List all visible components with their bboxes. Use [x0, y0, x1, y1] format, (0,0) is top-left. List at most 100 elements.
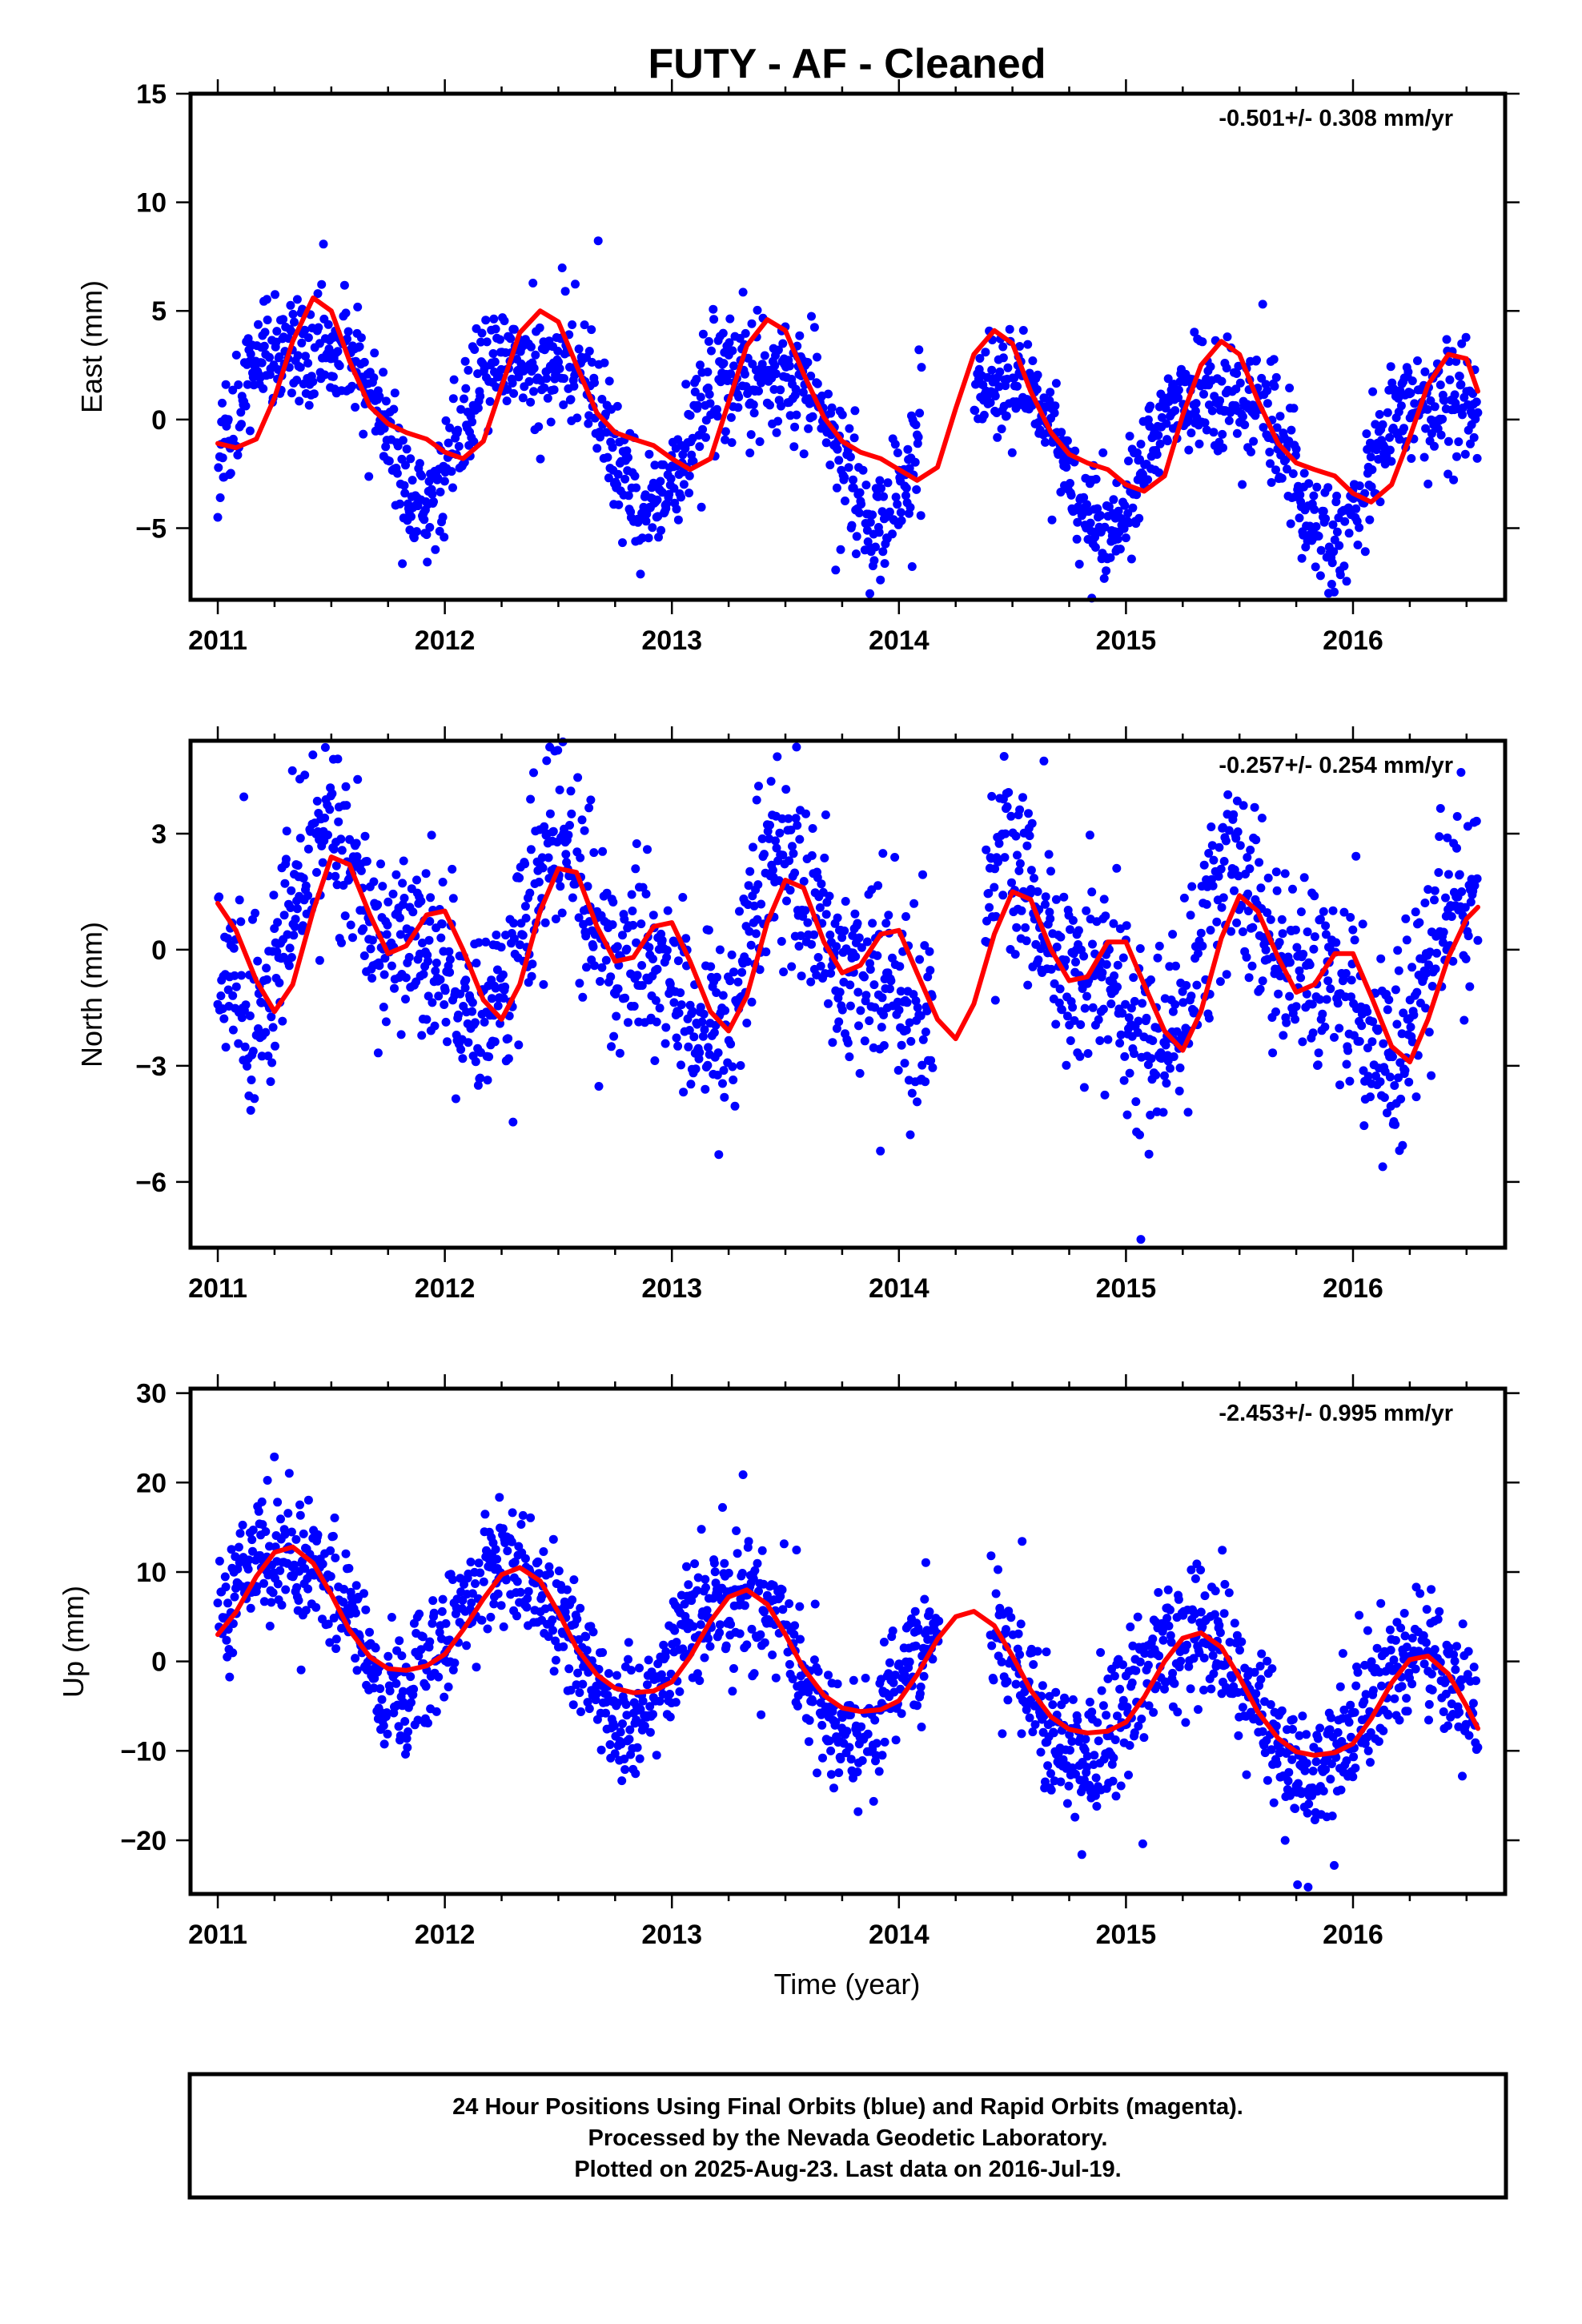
east-data-point	[587, 357, 596, 367]
east-data-point	[1266, 459, 1275, 468]
up-data-point	[371, 1643, 380, 1653]
east-data-point	[1223, 332, 1232, 342]
up-data-point	[869, 1796, 878, 1806]
north-data-point	[796, 931, 805, 940]
east-data-point	[897, 516, 906, 525]
east-data-point	[644, 449, 654, 459]
north-data-point	[807, 939, 816, 949]
east-data-point	[1396, 401, 1406, 411]
north-data-point	[1238, 927, 1247, 936]
north-data-point	[262, 975, 271, 984]
up-data-point	[569, 1575, 579, 1585]
east-data-point	[1224, 416, 1234, 425]
up-data-point	[303, 1495, 313, 1505]
north-data-point	[1310, 891, 1319, 901]
east-data-point	[1170, 406, 1180, 416]
north-data-point	[785, 856, 794, 866]
east-data-point	[1198, 337, 1207, 347]
north-data-point	[300, 770, 310, 780]
north-data-point	[240, 1042, 250, 1051]
up-data-point	[301, 1606, 311, 1615]
east-data-point	[1200, 418, 1210, 428]
north-data-point	[1221, 836, 1231, 846]
east-data-point	[696, 392, 705, 402]
east-data-point	[1191, 399, 1201, 408]
east-data-point	[323, 320, 333, 329]
north-data-point	[1011, 831, 1021, 841]
north-data-point	[400, 894, 409, 903]
east-data-point	[560, 374, 568, 384]
east-data-point	[295, 396, 304, 406]
east-data-point	[412, 527, 421, 537]
east-data-point	[1445, 375, 1455, 384]
north-data-point	[1396, 1094, 1406, 1104]
east-data-point	[1271, 465, 1280, 475]
east-data-point	[422, 530, 432, 540]
north-data-point	[1390, 1081, 1399, 1090]
north-data-point	[228, 991, 238, 1000]
east-data-point	[461, 384, 471, 393]
up-data-point	[742, 1640, 752, 1650]
east-data-point	[233, 450, 243, 460]
east-data-point	[913, 432, 923, 442]
north-data-point	[1383, 1005, 1392, 1015]
up-data-point	[291, 1534, 301, 1544]
north-data-point	[273, 918, 283, 927]
north-data-point	[713, 972, 721, 982]
up-data-point	[400, 1717, 410, 1726]
up-data-point	[700, 1653, 709, 1663]
up-data-point	[675, 1687, 685, 1696]
north-data-point	[352, 852, 362, 862]
east-y-axis-label: East (mm)	[75, 280, 108, 413]
east-data-point	[1121, 533, 1130, 543]
north-data-point	[556, 882, 565, 891]
up-data-point	[1002, 1677, 1012, 1687]
north-data-point	[437, 919, 447, 929]
north-data-point	[1430, 886, 1439, 895]
north-data-point	[231, 982, 241, 991]
up-data-point	[905, 1657, 914, 1667]
east-data-point	[287, 327, 296, 336]
north-data-point	[1288, 884, 1297, 894]
east-x-tick-label: 2014	[869, 625, 930, 656]
east-data-point	[1186, 428, 1196, 438]
up-data-point	[294, 1596, 303, 1605]
north-data-point	[1420, 899, 1430, 907]
east-data-point	[1015, 342, 1025, 351]
up-data-point	[796, 1634, 805, 1644]
up-data-point	[568, 1700, 578, 1710]
north-data-point	[1022, 936, 1031, 946]
north-data-point	[456, 989, 465, 999]
north-data-point	[726, 1039, 736, 1049]
up-data-point	[1014, 1629, 1023, 1638]
north-data-point	[679, 1088, 689, 1097]
north-data-point	[655, 1003, 665, 1013]
up-data-point	[809, 1655, 819, 1665]
east-data-point	[719, 359, 729, 368]
up-data-point	[1003, 1695, 1013, 1705]
north-data-point	[451, 1094, 460, 1104]
east-data-point	[429, 497, 438, 506]
up-data-point	[665, 1712, 675, 1722]
north-data-point	[1209, 855, 1219, 865]
north-data-point	[632, 839, 641, 848]
north-data-point	[1234, 871, 1243, 881]
up-data-point	[468, 1589, 477, 1598]
north-data-point	[515, 940, 524, 950]
up-data-point	[891, 1735, 901, 1745]
up-data-point	[383, 1729, 392, 1739]
east-data-point	[741, 328, 750, 338]
north-data-point	[291, 915, 300, 924]
north-data-point	[925, 947, 934, 956]
north-data-point	[1033, 887, 1042, 896]
north-data-point	[278, 1016, 287, 1026]
east-data-point	[265, 352, 274, 362]
up-data-point	[434, 1672, 444, 1682]
north-data-point	[1146, 975, 1155, 984]
east-data-point	[876, 575, 885, 585]
north-data-point	[742, 1019, 752, 1027]
up-data-point	[385, 1687, 395, 1695]
north-data-point	[1026, 885, 1036, 894]
north-data-point	[1204, 1013, 1214, 1023]
up-data-point	[326, 1546, 335, 1555]
